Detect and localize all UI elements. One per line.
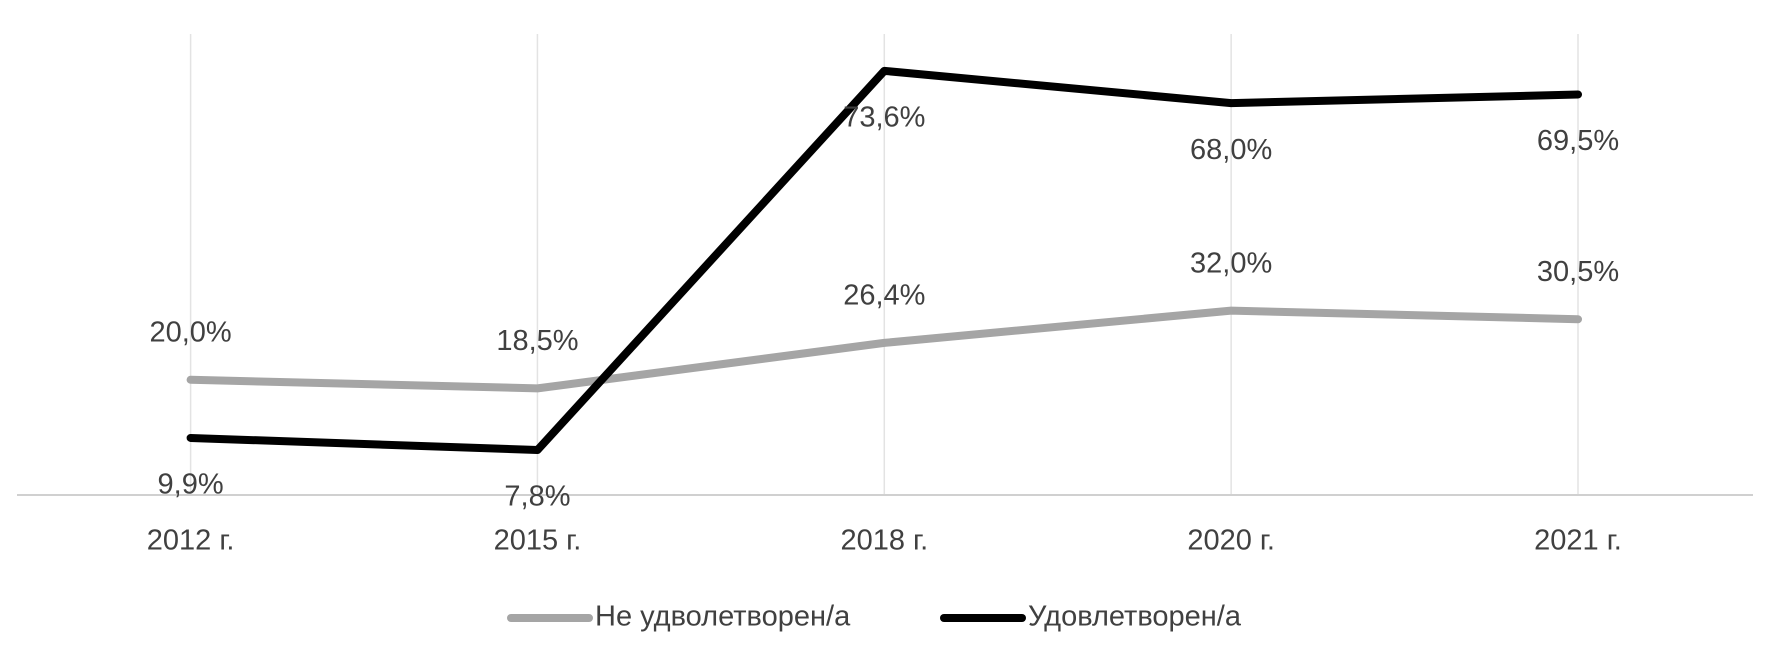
x-tick-label: 2020 г. [1187, 525, 1275, 557]
data-label: 73,6% [843, 102, 925, 134]
legend-label: Не удволетворен/а [595, 601, 851, 633]
legend-label: Удовлетворен/а [1028, 601, 1242, 633]
data-label: 20,0% [149, 316, 231, 348]
data-label: 26,4% [843, 280, 925, 312]
data-label: 32,0% [1190, 247, 1272, 279]
data-label: 9,9% [158, 469, 224, 501]
x-tick-label: 2015 г. [494, 525, 582, 557]
data-label: 30,5% [1537, 256, 1619, 288]
data-label: 69,5% [1537, 125, 1619, 157]
data-label: 68,0% [1190, 134, 1272, 166]
x-tick-label: 2012 г. [147, 525, 235, 557]
series-line [186, 306, 1583, 393]
data-label: 18,5% [496, 325, 578, 357]
series-line [186, 66, 1583, 455]
data-label: 7,8% [504, 481, 570, 513]
x-tick-label: 2018 г. [840, 525, 928, 557]
x-tick-label: 2021 г. [1534, 525, 1622, 557]
